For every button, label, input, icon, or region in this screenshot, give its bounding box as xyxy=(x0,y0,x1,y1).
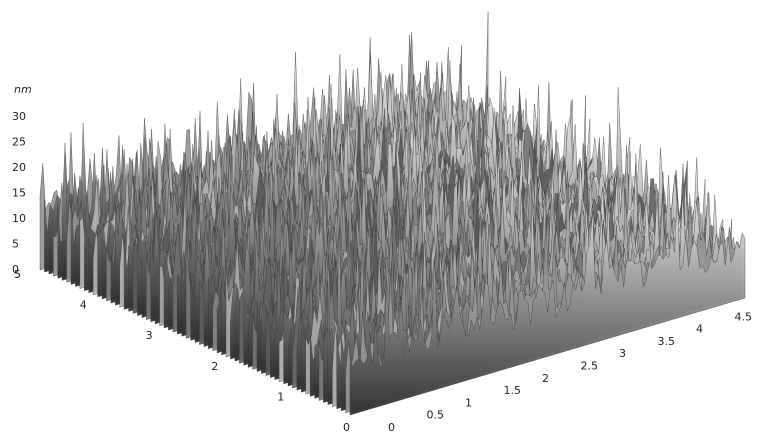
right-axis-tick-label: 4 xyxy=(696,323,703,336)
afm-surface-view: nm 05101520253001234500.511.522.533.544.… xyxy=(0,0,770,434)
right-axis-tick-label: 0.5 xyxy=(427,409,445,422)
page: {"z_axis": {"label": "nm", "ticks": ["0"… xyxy=(0,0,770,434)
right-axis-tick-label: 0 xyxy=(388,421,395,434)
z-tick-label: 10 xyxy=(12,212,26,225)
right-axis-tick-label: 2.5 xyxy=(581,360,599,373)
right-axis-tick-label: 2 xyxy=(542,372,549,385)
z-tick-label: 30 xyxy=(12,110,26,123)
z-tick-label: 5 xyxy=(12,238,19,251)
left-axis-tick-label: 5 xyxy=(14,268,21,281)
z-tick-label: 25 xyxy=(12,136,26,149)
z-axis-label: nm xyxy=(14,83,32,96)
left-axis-tick-label: 2 xyxy=(211,360,218,373)
left-axis-tick-label: 1 xyxy=(277,390,284,403)
right-axis-tick-label: 3 xyxy=(619,347,626,360)
z-tick-label: 20 xyxy=(12,161,26,174)
right-axis-tick-label: 1 xyxy=(465,396,472,409)
right-axis-tick-label: 4.5 xyxy=(735,310,753,323)
right-axis-tick-label: 1.5 xyxy=(504,384,522,397)
z-tick-label: 15 xyxy=(12,187,26,200)
right-axis-tick-label: 3.5 xyxy=(658,335,676,348)
left-axis-tick-label: 0 xyxy=(343,421,350,434)
left-axis-tick-label: 4 xyxy=(80,299,87,312)
surface xyxy=(40,12,745,415)
left-axis-tick-label: 3 xyxy=(146,329,153,342)
